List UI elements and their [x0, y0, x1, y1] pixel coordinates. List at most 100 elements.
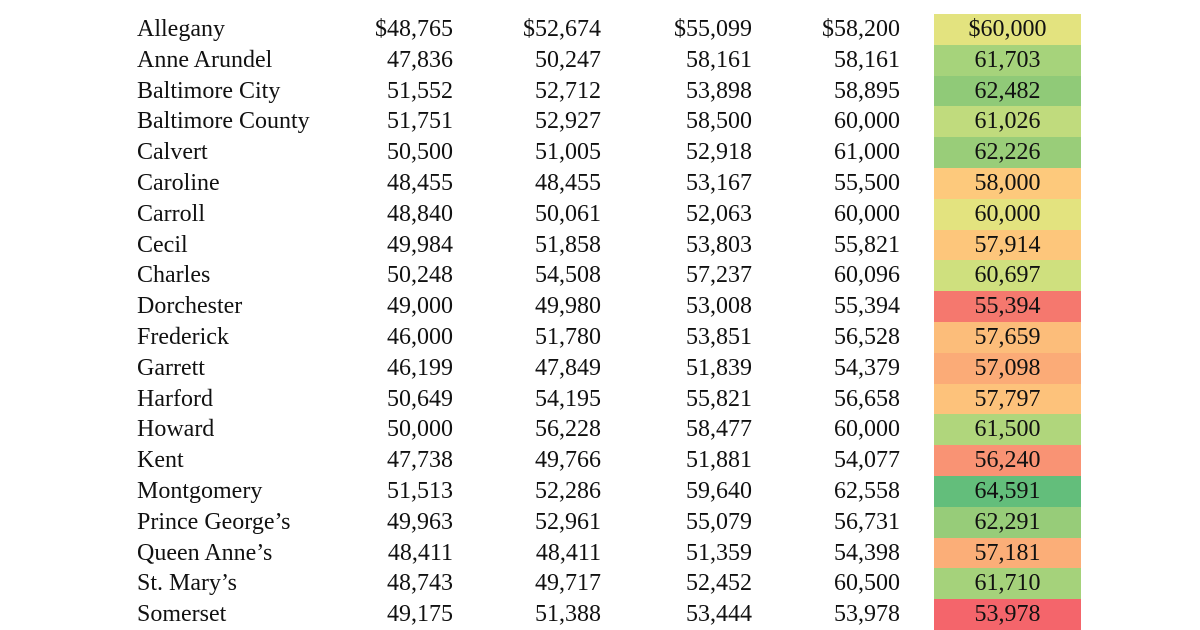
county-name: Cecil [137, 231, 188, 258]
salary-col-3: 52,918 [686, 139, 752, 166]
salary-col-4: 54,379 [834, 354, 900, 381]
salary-col-1: 47,738 [387, 447, 453, 474]
county-name: St. Mary’s [137, 570, 238, 597]
salary-col-2: 54,195 [535, 385, 601, 412]
salary-col-1: 49,000 [387, 293, 453, 320]
salary-col-5-highlighted: 57,914 [934, 229, 1081, 261]
salary-col-1: 48,840 [387, 200, 453, 227]
table-row: Garrett 46,199 47,849 51,839 54,379 57,0… [0, 352, 1200, 384]
salary-col-4: 60,500 [834, 570, 900, 597]
salary-col-2: 49,766 [535, 447, 601, 474]
salary-col-2: 52,286 [535, 477, 601, 504]
salary-col-1: 48,411 [387, 539, 453, 566]
county-name: Montgomery [137, 477, 263, 504]
salary-col-5-highlighted: 57,098 [934, 352, 1081, 384]
salary-col-3: 53,444 [686, 601, 752, 628]
salary-col-3: 58,477 [686, 416, 752, 443]
salary-col-5-highlighted: 53,978 [934, 599, 1081, 630]
salary-col-5-highlighted: 62,226 [934, 137, 1081, 168]
salary-col-4: 62,558 [834, 477, 900, 504]
table-row: Carroll 48,840 50,061 52,063 60,000 60,0… [0, 198, 1200, 230]
salary-col-3: $55,099 [674, 16, 752, 42]
salary-col-3: 51,359 [686, 539, 752, 566]
table-row: Caroline 48,455 48,455 53,167 55,500 58,… [0, 167, 1200, 199]
salary-col-3: 53,008 [686, 293, 752, 320]
salary-col-4: $58,200 [822, 16, 900, 42]
table-row: Baltimore City 51,552 52,712 53,898 58,8… [0, 75, 1200, 107]
salary-col-5-highlighted: 60,000 [934, 198, 1081, 230]
county-name: Baltimore County [137, 108, 310, 135]
county-name: Howard [137, 416, 215, 443]
salary-col-2: 48,455 [535, 169, 601, 196]
salary-col-1: 51,751 [387, 108, 453, 135]
county-name: Garrett [137, 354, 205, 381]
salary-col-5-highlighted: 61,026 [934, 106, 1081, 138]
salary-col-5-highlighted: 57,181 [934, 537, 1081, 569]
table-row: Howard 50,000 56,228 58,477 60,000 61,50… [0, 414, 1200, 446]
salary-col-3: 59,640 [686, 477, 752, 504]
salary-col-2: 56,228 [535, 416, 601, 443]
salary-col-2: 51,005 [535, 139, 601, 166]
salary-col-3: 55,079 [686, 508, 752, 535]
table-row: Calvert 50,500 51,005 52,918 61,000 62,2… [0, 137, 1200, 168]
table-row: Kent 47,738 49,766 51,881 54,077 56,240 [0, 445, 1200, 476]
salary-col-1: 49,175 [387, 601, 453, 628]
county-name: Frederick [137, 323, 229, 350]
salary-col-2: 47,849 [535, 354, 601, 381]
salary-col-5-highlighted: 61,710 [934, 568, 1081, 600]
county-name: Calvert [137, 139, 208, 166]
salary-col-4: 54,077 [834, 447, 900, 474]
salary-col-5-highlighted: 62,482 [934, 75, 1081, 107]
table-row: Somerset 49,175 51,388 53,444 53,978 53,… [0, 599, 1200, 630]
salary-table: Allegany $48,765 $52,674 $55,099 $58,200… [0, 14, 1200, 630]
county-name: Harford [137, 385, 213, 412]
salary-col-1: 46,000 [387, 323, 453, 350]
county-name: Caroline [137, 169, 220, 196]
salary-col-2: 52,961 [535, 508, 601, 535]
salary-col-2: 52,927 [535, 108, 601, 135]
salary-col-5-highlighted: 61,703 [934, 44, 1081, 76]
salary-col-1: 46,199 [387, 354, 453, 381]
salary-col-3: 57,237 [686, 262, 752, 289]
salary-col-4: 55,394 [834, 293, 900, 320]
salary-col-3: 53,803 [686, 231, 752, 258]
table-row: Charles 50,248 54,508 57,237 60,096 60,6… [0, 260, 1200, 292]
salary-col-4: 60,096 [834, 262, 900, 289]
salary-col-4: 55,500 [834, 169, 900, 196]
county-name: Baltimore City [137, 77, 281, 104]
salary-col-1: 48,455 [387, 169, 453, 196]
salary-col-3: 52,452 [686, 570, 752, 597]
salary-col-3: 58,500 [686, 108, 752, 135]
salary-col-1: 51,552 [387, 77, 453, 104]
salary-col-2: 48,411 [535, 539, 601, 566]
table-row: Montgomery 51,513 52,286 59,640 62,558 6… [0, 475, 1200, 507]
county-name: Prince George’s [137, 508, 291, 535]
table-row: St. Mary’s 48,743 49,717 52,452 60,500 6… [0, 568, 1200, 600]
salary-col-5-highlighted: 55,394 [934, 291, 1081, 322]
salary-col-5-highlighted: 64,591 [934, 475, 1081, 507]
salary-col-4: 60,000 [834, 108, 900, 135]
salary-col-1: 49,984 [387, 231, 453, 258]
salary-col-3: 53,898 [686, 77, 752, 104]
salary-col-4: 56,658 [834, 385, 900, 412]
table-row: Harford 50,649 54,195 55,821 56,658 57,7… [0, 383, 1200, 415]
county-name: Kent [137, 447, 184, 474]
salary-col-2: 51,388 [535, 601, 601, 628]
salary-col-2: 49,717 [535, 570, 601, 597]
salary-col-4: 58,895 [834, 77, 900, 104]
salary-col-5-highlighted: 60,697 [934, 260, 1081, 292]
salary-col-1: 51,513 [387, 477, 453, 504]
table-row: Prince George’s 49,963 52,961 55,079 56,… [0, 506, 1200, 538]
salary-col-4: 60,000 [834, 416, 900, 443]
salary-col-3: 55,821 [686, 385, 752, 412]
salary-col-5-highlighted: 56,240 [934, 445, 1081, 476]
salary-col-2: 52,712 [535, 77, 601, 104]
salary-col-4: 54,398 [834, 539, 900, 566]
table-row: Baltimore County 51,751 52,927 58,500 60… [0, 106, 1200, 138]
salary-col-1: 49,963 [387, 508, 453, 535]
county-name: Queen Anne’s [137, 539, 273, 566]
salary-col-3: 51,839 [686, 354, 752, 381]
salary-col-2: 51,858 [535, 231, 601, 258]
salary-col-2: 49,980 [535, 293, 601, 320]
salary-col-3: 58,161 [686, 46, 752, 73]
